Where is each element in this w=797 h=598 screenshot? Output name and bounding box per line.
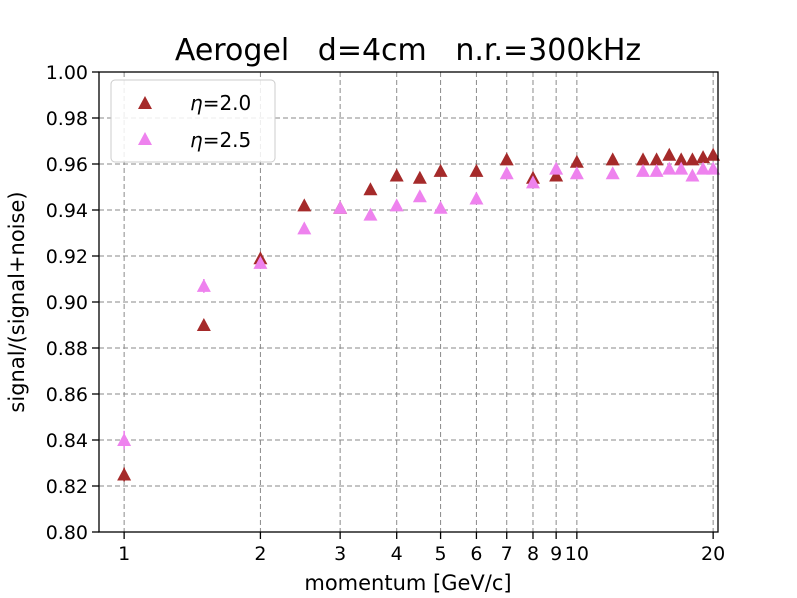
chart-title: Aerogel d=4cm n.r.=300kHz xyxy=(175,33,641,68)
data-point-2-5 xyxy=(549,161,564,175)
x-tick-label: 9 xyxy=(550,543,562,565)
data-point-2-0 xyxy=(696,150,711,164)
data-point-2-0 xyxy=(605,152,620,166)
legend-box xyxy=(110,79,276,163)
data-point-2-5 xyxy=(433,200,448,214)
data-point-2-0 xyxy=(117,467,132,481)
data-point-2-0 xyxy=(662,147,677,161)
ticks: 1 2 3 4 5 6 7 8 9 10 20 0.80 0.82 0.84 0.86 0.88 0.90 0.9… xyxy=(46,62,726,565)
legend: η=2.0 η=2.5 xyxy=(110,79,276,163)
x-tick-label: 5 xyxy=(435,543,447,565)
y-tick-label: 1.00 xyxy=(46,62,88,84)
data-point-2-0 xyxy=(389,168,404,182)
data-point-2-5 xyxy=(389,198,404,212)
data-point-2-5 xyxy=(297,221,312,235)
legend-label-eta-2-0: η=2.0 xyxy=(190,91,251,115)
data-point-2-5 xyxy=(117,433,132,446)
y-axis-label: signal/(signal+noise) xyxy=(5,191,29,412)
data-point-2-5 xyxy=(363,207,378,221)
data-point-2-0 xyxy=(685,152,700,166)
legend-label-eta-2-5: η=2.5 xyxy=(190,128,251,152)
data-point-2-5 xyxy=(685,168,700,182)
data-point-2-5 xyxy=(412,189,427,203)
data-point-2-5 xyxy=(674,161,689,175)
y-tick-label: 0.92 xyxy=(46,246,88,268)
data-point-2-0 xyxy=(433,163,448,177)
x-tick-label: 3 xyxy=(334,543,346,565)
x-axis-label: momentum [GeV/c] xyxy=(304,571,511,595)
data-point-2-5 xyxy=(696,161,711,175)
data-point-2-5 xyxy=(333,200,348,214)
x-tick-label: 10 xyxy=(565,543,589,565)
data-point-2-0 xyxy=(412,170,427,184)
data-point-2-0 xyxy=(674,152,689,166)
data-point-2-0 xyxy=(499,152,514,166)
data-point-2-5 xyxy=(569,166,584,180)
legend-marker-eta-2-5 xyxy=(138,132,152,145)
y-tick-label: 0.96 xyxy=(46,154,88,176)
data-point-2-5 xyxy=(469,191,484,205)
legend-marker-eta-2-0 xyxy=(138,96,152,109)
data-point-2-0 xyxy=(297,198,312,212)
y-tick-label: 0.88 xyxy=(46,338,88,360)
data-point-2-5 xyxy=(525,175,540,189)
data-point-2-0 xyxy=(549,168,564,182)
data-point-2-5 xyxy=(253,255,268,269)
y-tick-label: 0.84 xyxy=(46,430,88,452)
data-point-2-0 xyxy=(636,152,651,166)
y-tick-label: 0.94 xyxy=(46,200,88,222)
data-point-2-5 xyxy=(605,166,620,180)
data-point-2-5 xyxy=(649,163,664,177)
x-tick-label: 2 xyxy=(254,543,266,565)
y-tick-label: 0.98 xyxy=(46,108,88,130)
data-point-2-5 xyxy=(499,166,514,180)
data-point-2-5 xyxy=(196,278,211,292)
data-point-2-0 xyxy=(196,318,211,331)
y-tick-label: 0.86 xyxy=(46,384,88,406)
x-tick-label: 1 xyxy=(118,543,130,565)
y-tick-label: 0.82 xyxy=(46,476,88,498)
data-point-2-0 xyxy=(649,152,664,166)
data-point-2-0 xyxy=(706,147,721,161)
y-tick-label: 0.90 xyxy=(46,292,88,314)
data-point-2-5 xyxy=(706,161,721,175)
data-point-2-5 xyxy=(662,161,677,175)
y-tick-label: 0.80 xyxy=(46,522,88,544)
data-markers xyxy=(117,147,721,481)
x-tick-label: 20 xyxy=(701,543,725,565)
x-tick-label: 4 xyxy=(391,543,403,565)
data-point-2-0 xyxy=(469,163,484,177)
x-tick-label: 7 xyxy=(501,543,513,565)
x-tick-label: 6 xyxy=(470,543,482,565)
data-point-2-0 xyxy=(363,182,378,196)
data-point-2-0 xyxy=(569,154,584,168)
data-point-2-5 xyxy=(636,163,651,177)
x-tick-label: 8 xyxy=(527,543,539,565)
